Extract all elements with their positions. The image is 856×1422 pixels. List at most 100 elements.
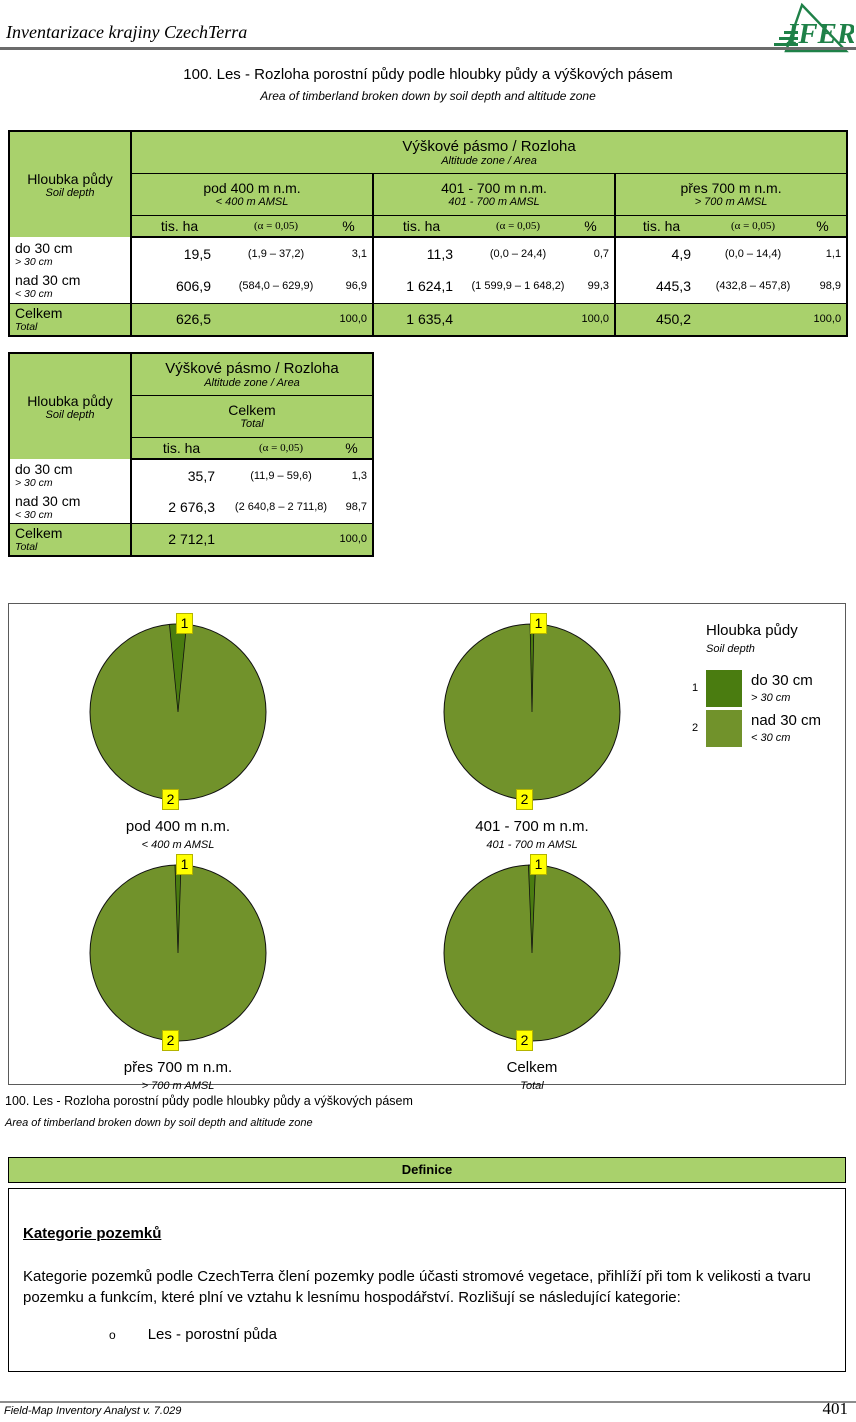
- pie-caption-en: 401 - 700 m AMSL: [486, 839, 578, 851]
- zone-header-pres-700: přes 700 m n.m. > 700 m AMSL: [613, 173, 848, 216]
- legend-item-label: nad 30 cm: [751, 712, 822, 729]
- table2-header: Výškové pásmo / Rozloha Altitude zone / …: [129, 353, 374, 396]
- footer-app-version: Field-Map Inventory Analyst v. 7.029: [4, 1405, 182, 1417]
- legend-swatch-nad-30: [706, 710, 742, 747]
- chart-legend: Hloubka půdy Soil depth 1 do 30 cm > 30 …: [689, 622, 845, 762]
- corner-title: Hloubka půdy: [27, 170, 113, 187]
- figure-caption: 100. Les - Rozloha porostní půdy podle h…: [5, 1094, 413, 1108]
- zone-header-celkem: Celkem Total: [129, 395, 374, 438]
- row-header-nad-30: nad 30 cm < 30 cm: [15, 492, 81, 521]
- table2-corner: Hloubka půdy Soil depth: [9, 353, 131, 459]
- footer-rule: [0, 1401, 856, 1403]
- table-area-total: Hloubka půdy Soil depth Výškové pásmo / …: [8, 352, 375, 557]
- slice-marker-2: 2: [162, 1030, 179, 1051]
- row-header-do-30: do 30 cm > 30 cm: [15, 461, 73, 489]
- value-cell: 11,3: [372, 237, 469, 270]
- pie-chart: [443, 864, 621, 1042]
- pie-pod-400: 1 2 pod 400 m n.m. < 400 m AMSL: [78, 612, 278, 858]
- percent-cell: 3,1: [351, 248, 367, 260]
- table-total-row: Celkem Total 2 712,1 100,0: [9, 522, 374, 556]
- corner-subtitle: Soil depth: [45, 186, 95, 199]
- zone-header-pod-400: pod 400 m n.m. < 400 m AMSL: [130, 173, 373, 216]
- percent-cell: 100,0: [799, 302, 848, 336]
- value-cell: 19,5: [130, 237, 227, 270]
- confidence-interval: (11,9 – 59,6): [250, 469, 312, 482]
- pie-pres-700: 1 2 přes 700 m n.m. > 700 m AMSL: [78, 853, 278, 1099]
- pie-caption: pod 400 m n.m.: [125, 818, 231, 835]
- slice-marker-2: 2: [516, 789, 533, 810]
- header-rule: [0, 47, 856, 50]
- percent-cell: 1,1: [825, 248, 842, 260]
- value-cell: 450,2: [614, 302, 707, 336]
- units-alpha: (α = 0,05): [469, 215, 567, 238]
- pie-caption: Celkem: [506, 1059, 558, 1076]
- confidence-interval: (1 599,9 – 1 648,2): [471, 280, 565, 293]
- slice-marker-2: 2: [162, 789, 179, 810]
- slice-marker-1: 1: [176, 854, 193, 875]
- slice-marker-1: 1: [530, 613, 547, 634]
- value-cell: 2 712,1: [130, 522, 231, 556]
- percent-cell: 98,7: [345, 500, 368, 513]
- definitions-section-title: Kategorie pozemků: [23, 1225, 162, 1242]
- page-subtitle: Area of timberland broken down by soil d…: [260, 89, 596, 103]
- slice-marker-1: 1: [176, 613, 193, 634]
- pie-chart: [89, 864, 267, 1042]
- bullet-text: Les - porostní půda: [147, 1326, 277, 1343]
- ifer-logo: IFER: [774, 2, 854, 53]
- value-cell: 606,9: [130, 270, 227, 303]
- slice-marker-2: 2: [516, 1030, 533, 1051]
- percent-cell: 99,3: [587, 280, 609, 293]
- value-cell: 4,9: [614, 237, 707, 270]
- value-cell: 1 635,4: [372, 302, 469, 336]
- confidence-interval: (2 640,8 – 2 711,8): [234, 500, 328, 513]
- table-row: do 30 cm > 30 cm 19,5 (1,9 – 37,2) 3,1 1…: [9, 237, 847, 270]
- units-pct: %: [799, 215, 848, 238]
- percent-cell: 0,7: [593, 248, 609, 260]
- value-cell: 35,7: [130, 459, 231, 491]
- legend-item-label: do 30 cm: [751, 672, 813, 689]
- percent-cell: 1,3: [351, 469, 368, 482]
- confidence-interval: (584,0 – 629,9): [238, 280, 314, 293]
- units-area: tis. ha: [130, 215, 227, 238]
- percent-cell: 100,0: [331, 522, 374, 556]
- legend-swatch-do-30: [706, 670, 742, 707]
- confidence-interval: (432,8 – 457,8): [715, 280, 791, 293]
- empty-cell: [231, 522, 331, 556]
- definitions-header-bar: Definice: [8, 1157, 846, 1183]
- units-area: tis. ha: [614, 215, 707, 238]
- pie-chart: [89, 623, 267, 801]
- svg-text:IFER: IFER: [786, 18, 854, 50]
- legend-item-number: 1: [692, 682, 699, 694]
- row-header-celkem: Celkem Total: [9, 522, 131, 556]
- pie-celkem: 1 2 Celkem Total: [432, 853, 632, 1099]
- legend-item-sublabel: < 30 cm: [751, 732, 791, 744]
- pie-caption-en: > 700 m AMSL: [141, 1080, 215, 1092]
- empty-cell: [707, 302, 799, 336]
- value-cell: 1 624,1: [372, 270, 469, 303]
- percent-cell: 100,0: [325, 302, 373, 336]
- confidence-interval: (0,0 – 14,4): [724, 248, 782, 260]
- definitions-bullet: o Les - porostní půda: [23, 1326, 831, 1343]
- zone-header-401-700: 401 - 700 m n.m. 401 - 700 m AMSL: [372, 173, 615, 216]
- value-cell: 445,3: [614, 270, 707, 303]
- units-area: tis. ha: [130, 437, 231, 460]
- pie-caption: přes 700 m n.m.: [123, 1059, 233, 1076]
- units-alpha: (α = 0,05): [231, 437, 331, 460]
- units-pct: %: [567, 215, 615, 238]
- document-brand: Inventarizace krajiny CzechTerra: [6, 22, 248, 42]
- pie-caption: 401 - 700 m n.m.: [475, 818, 589, 835]
- empty-cell: [227, 302, 325, 336]
- empty-cell: [469, 302, 567, 336]
- percent-cell: 100,0: [567, 302, 615, 336]
- value-cell: 626,5: [130, 302, 227, 336]
- row-header-celkem: Celkem Total: [9, 302, 131, 336]
- percent-cell: 98,9: [819, 280, 842, 293]
- legend-subtitle: Soil depth: [706, 643, 755, 655]
- units-alpha: (α = 0,05): [227, 215, 325, 238]
- table1-corner: Hloubka půdy Soil depth: [9, 131, 131, 237]
- percent-cell: 96,9: [345, 280, 367, 293]
- units-alpha: (α = 0,05): [707, 215, 799, 238]
- confidence-interval: (1,9 – 37,2): [247, 248, 305, 260]
- pie-charts-panel: 1 2 pod 400 m n.m. < 400 m AMSL 1 2 401 …: [8, 603, 846, 1092]
